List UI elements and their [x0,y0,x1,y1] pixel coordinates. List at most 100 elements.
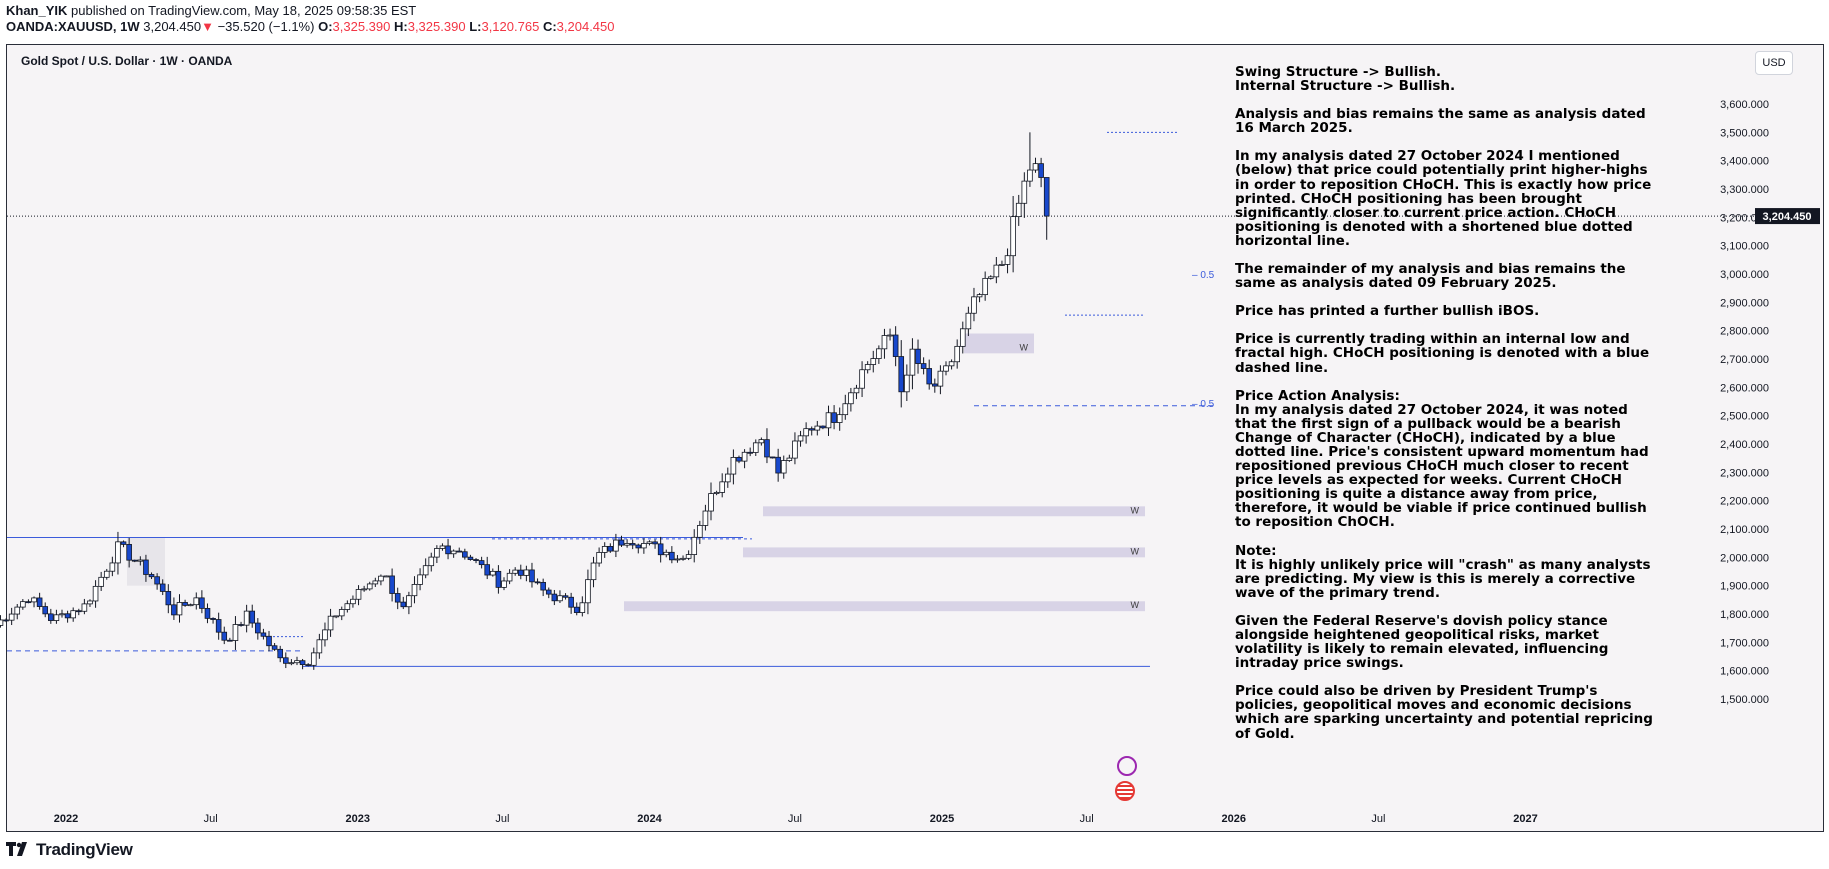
candle-body [406,595,412,608]
candle-body [1021,180,1028,204]
y-tick-label: 2,800.000 [1720,326,1769,338]
candle-body [227,639,233,642]
candle-body [999,264,1005,266]
candle-body [876,348,882,359]
candle-body [81,603,88,612]
candle-body [982,277,988,296]
candle-body [887,334,893,337]
candle-body [601,546,608,553]
price-chart[interactable]: 3,600.000 3,500.000 3,400.000 3,300.000 3,20… [0,45,1825,833]
candle-body [204,607,211,619]
analysis-paragraph: Note: It is highly unlikely price will "… [1235,542,1651,601]
close-label: C: [542,19,557,34]
candle-body [864,364,871,371]
candle-body [758,439,765,444]
candle-body [467,556,474,560]
y-tick-label: 3,400.000 [1720,156,1769,168]
close-value: 3,204.450 [556,19,615,34]
x-tick-label: 2023 [345,813,369,825]
candle-body [193,597,200,606]
y-tick-label: 2,300.000 [1720,467,1769,479]
candle-body [115,541,121,564]
candle-body [490,570,496,576]
chart-frame[interactable]: Gold Spot / U.S. Dollar · 1W · OANDA 3,6… [0,44,1825,833]
candle-body [305,664,311,667]
x-tick-label: 2025 [930,813,954,825]
candle-body [221,631,228,641]
candle-body [853,387,860,394]
zone-label: W [1131,600,1140,610]
candle-body [271,645,278,650]
candle-body [350,598,356,605]
candle-body [545,589,552,595]
analysis-paragraph: Price could also be driven by President … [1235,683,1653,742]
candle-body [724,473,731,483]
tradingview-logo[interactable]: TradingView [6,840,137,860]
candle-body [920,363,927,369]
candle-body [266,635,272,647]
candle-body [255,622,261,634]
candle-body [534,581,541,584]
analysis-paragraph: Analysis and bias remains the same as an… [1235,106,1646,137]
candle-body [506,572,513,582]
candle-body [42,606,49,615]
candle-body [1010,216,1016,257]
candle-body [176,602,183,616]
candle-body [355,589,362,600]
zone-label: W [1131,546,1140,556]
candle-body [932,383,938,387]
candle-body [842,403,849,416]
candle-body [959,328,966,347]
y-tick-label: 1,600.000 [1720,666,1769,678]
candle-body [713,492,720,494]
author-name[interactable]: Khan_YIK [6,3,68,18]
candle-body [702,510,709,526]
candle-body [965,312,972,330]
analysis-paragraph: Swing Structure -> Bullish. Internal Str… [1235,64,1456,95]
candle-body [820,425,826,429]
candle-body [143,559,149,575]
candle-body [484,564,491,576]
candle-body [53,614,60,621]
candle-body [282,657,289,664]
current-price-tag [1755,208,1820,225]
candle-body [14,606,21,615]
candle-body [182,602,188,606]
candle-body [92,585,99,602]
candle-body [103,570,110,578]
candle-body [428,556,435,567]
candle-body [529,569,535,583]
candle-body [75,610,82,613]
low-value: 3,120.765 [481,19,540,34]
candle-body [557,595,563,602]
candle-body [517,569,524,576]
candle-body [25,601,32,604]
candle-body [719,481,726,493]
us-flag-icon[interactable] [1115,781,1135,801]
candle-body [294,660,300,664]
x-tick-label: Jul [1371,813,1385,825]
candle-body [417,574,423,585]
candle-body [1004,255,1011,265]
candle-body [663,551,670,556]
candle-body [450,550,457,555]
candle-body [971,296,977,314]
candle-body [333,615,339,618]
candles-group [0,132,1050,670]
currency-button[interactable]: USD [1755,51,1793,75]
candle-body [159,583,166,592]
candle-body [366,583,373,590]
candle-body [260,632,267,637]
candle-body [1015,202,1022,218]
candle-body [579,602,586,613]
lightning-icon[interactable] [1117,756,1137,776]
candle-body [473,559,479,561]
candle-body [836,414,843,423]
y-tick-label: 3,600.000 [1720,99,1769,111]
candle-body [87,600,93,605]
candle-body [64,613,71,619]
y-tick-label: 1,700.000 [1720,637,1769,649]
candle-body [327,615,334,631]
candle-body [669,551,675,561]
y-tick-label: 3,500.000 [1720,127,1769,139]
